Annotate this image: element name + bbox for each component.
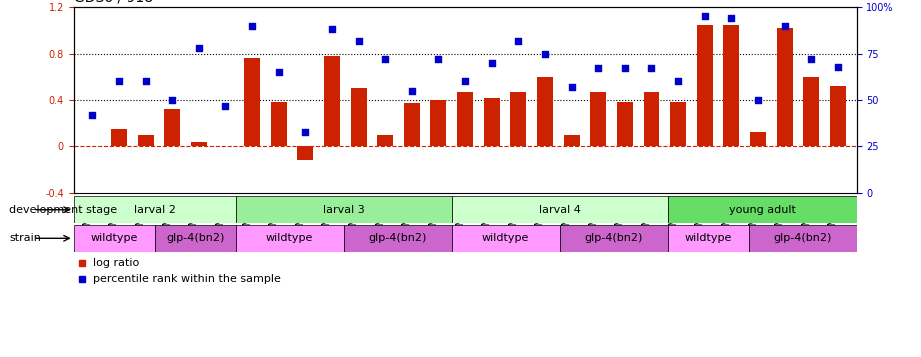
Bar bbox=[378, 135, 393, 146]
Point bbox=[192, 45, 206, 51]
Text: glp-4(bn2): glp-4(bn2) bbox=[774, 233, 832, 243]
FancyBboxPatch shape bbox=[451, 225, 560, 252]
Text: strain: strain bbox=[9, 233, 41, 243]
FancyBboxPatch shape bbox=[344, 225, 451, 252]
FancyBboxPatch shape bbox=[451, 196, 668, 223]
Bar bbox=[697, 25, 713, 146]
Point bbox=[404, 88, 419, 94]
Point bbox=[511, 38, 526, 44]
Point bbox=[565, 84, 579, 90]
Point bbox=[245, 23, 260, 29]
Bar bbox=[457, 92, 473, 146]
Point bbox=[378, 56, 392, 62]
Text: wildtype: wildtype bbox=[266, 233, 313, 243]
FancyBboxPatch shape bbox=[668, 196, 857, 223]
Text: glp-4(bn2): glp-4(bn2) bbox=[368, 233, 426, 243]
Bar bbox=[164, 109, 181, 146]
Text: young adult: young adult bbox=[729, 205, 796, 215]
Text: development stage: development stage bbox=[9, 205, 117, 215]
Bar bbox=[111, 129, 127, 146]
Point bbox=[218, 103, 233, 109]
Bar bbox=[617, 102, 633, 146]
Text: larval 3: larval 3 bbox=[322, 205, 365, 215]
Text: wildtype: wildtype bbox=[482, 233, 530, 243]
Point bbox=[458, 79, 472, 84]
FancyBboxPatch shape bbox=[560, 225, 668, 252]
Bar bbox=[750, 132, 766, 146]
Point bbox=[670, 79, 685, 84]
Bar bbox=[271, 102, 286, 146]
Bar bbox=[670, 102, 686, 146]
Bar bbox=[590, 92, 606, 146]
Point bbox=[724, 15, 739, 21]
Point bbox=[324, 26, 339, 32]
Bar bbox=[297, 146, 313, 160]
FancyBboxPatch shape bbox=[236, 225, 344, 252]
Bar bbox=[644, 92, 659, 146]
Point bbox=[751, 97, 765, 103]
Text: percentile rank within the sample: percentile rank within the sample bbox=[93, 274, 281, 285]
Bar bbox=[404, 104, 420, 146]
Point bbox=[484, 60, 499, 66]
Text: log ratio: log ratio bbox=[93, 258, 139, 268]
Point bbox=[644, 66, 659, 71]
Text: larval 2: larval 2 bbox=[134, 205, 176, 215]
Point bbox=[591, 66, 606, 71]
Bar bbox=[723, 25, 740, 146]
Bar bbox=[510, 92, 526, 146]
Bar bbox=[830, 86, 845, 146]
Point bbox=[85, 112, 99, 118]
Bar bbox=[244, 58, 260, 146]
Point bbox=[831, 64, 845, 69]
Bar bbox=[776, 28, 793, 146]
Text: wildtype: wildtype bbox=[684, 233, 732, 243]
Text: wildtype: wildtype bbox=[90, 233, 138, 243]
Point bbox=[697, 14, 712, 19]
Text: glp-4(bn2): glp-4(bn2) bbox=[166, 233, 225, 243]
Bar bbox=[191, 142, 207, 146]
Point bbox=[617, 66, 632, 71]
Point bbox=[272, 69, 286, 75]
Point bbox=[298, 129, 313, 134]
FancyBboxPatch shape bbox=[668, 225, 749, 252]
Bar bbox=[137, 135, 154, 146]
Point bbox=[431, 56, 446, 62]
Text: larval 4: larval 4 bbox=[539, 205, 580, 215]
Text: GDS6 / 918: GDS6 / 918 bbox=[74, 0, 153, 5]
Point bbox=[138, 79, 153, 84]
Bar bbox=[564, 135, 579, 146]
Point bbox=[804, 56, 819, 62]
Point bbox=[111, 79, 126, 84]
Bar bbox=[803, 77, 820, 146]
FancyBboxPatch shape bbox=[74, 225, 155, 252]
Bar bbox=[430, 100, 447, 146]
Bar bbox=[537, 77, 553, 146]
Point bbox=[538, 51, 553, 56]
Text: glp-4(bn2): glp-4(bn2) bbox=[585, 233, 643, 243]
Bar bbox=[351, 89, 367, 146]
FancyBboxPatch shape bbox=[236, 196, 451, 223]
Bar bbox=[484, 97, 500, 146]
Point bbox=[777, 23, 792, 29]
FancyBboxPatch shape bbox=[74, 196, 236, 223]
Point bbox=[351, 38, 366, 44]
FancyBboxPatch shape bbox=[749, 225, 857, 252]
FancyBboxPatch shape bbox=[155, 225, 236, 252]
Point bbox=[165, 97, 180, 103]
Bar bbox=[324, 56, 340, 146]
